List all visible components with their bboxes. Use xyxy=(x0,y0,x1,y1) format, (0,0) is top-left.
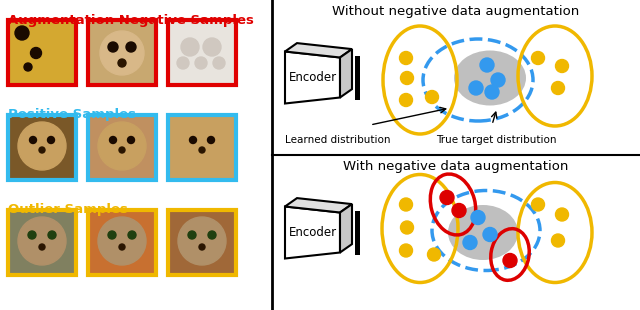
Ellipse shape xyxy=(454,51,526,105)
Bar xyxy=(168,20,236,85)
Circle shape xyxy=(401,72,413,85)
Circle shape xyxy=(399,198,413,211)
Circle shape xyxy=(47,136,54,144)
Circle shape xyxy=(15,26,29,40)
Circle shape xyxy=(39,244,45,250)
Bar xyxy=(88,115,156,180)
Circle shape xyxy=(471,210,485,224)
Circle shape xyxy=(556,208,568,221)
Bar xyxy=(8,210,76,275)
Circle shape xyxy=(399,94,413,107)
Circle shape xyxy=(485,85,499,99)
Text: Augmentation Negative Samples: Augmentation Negative Samples xyxy=(8,14,254,27)
Bar xyxy=(8,115,76,180)
Circle shape xyxy=(207,136,214,144)
Text: Outlier Samples: Outlier Samples xyxy=(8,203,128,216)
Circle shape xyxy=(208,231,216,239)
Circle shape xyxy=(195,57,207,69)
Circle shape xyxy=(108,42,118,52)
Text: With negative data augmentation: With negative data augmentation xyxy=(343,160,569,173)
Circle shape xyxy=(39,147,45,153)
Circle shape xyxy=(118,59,126,67)
Bar xyxy=(88,210,156,275)
Circle shape xyxy=(127,136,134,144)
Bar xyxy=(168,210,236,275)
Circle shape xyxy=(28,231,36,239)
Circle shape xyxy=(100,31,144,75)
Bar xyxy=(168,20,236,85)
Circle shape xyxy=(181,38,199,56)
Circle shape xyxy=(178,217,226,265)
Circle shape xyxy=(189,136,196,144)
Circle shape xyxy=(552,82,564,95)
Circle shape xyxy=(556,60,568,73)
Bar xyxy=(88,115,156,180)
Bar xyxy=(168,115,236,180)
Circle shape xyxy=(552,234,564,247)
Bar xyxy=(355,55,360,100)
Circle shape xyxy=(18,122,66,170)
Circle shape xyxy=(29,136,36,144)
Circle shape xyxy=(178,122,226,170)
Ellipse shape xyxy=(448,205,518,260)
Circle shape xyxy=(203,38,221,56)
Bar xyxy=(8,115,76,180)
Circle shape xyxy=(491,73,505,87)
Circle shape xyxy=(428,248,440,261)
Circle shape xyxy=(48,231,56,239)
Bar xyxy=(168,115,236,180)
Circle shape xyxy=(188,231,196,239)
Circle shape xyxy=(108,231,116,239)
Circle shape xyxy=(126,42,136,52)
Bar xyxy=(8,20,76,85)
Text: Positive Samples: Positive Samples xyxy=(8,108,136,121)
Bar xyxy=(8,210,76,275)
Text: Encoder: Encoder xyxy=(289,71,337,84)
Circle shape xyxy=(440,191,454,205)
Circle shape xyxy=(399,51,413,64)
Polygon shape xyxy=(285,198,352,212)
Circle shape xyxy=(98,217,146,265)
Circle shape xyxy=(452,203,466,218)
Polygon shape xyxy=(285,51,340,104)
Circle shape xyxy=(531,51,545,64)
Circle shape xyxy=(399,244,413,257)
Bar xyxy=(88,20,156,85)
Circle shape xyxy=(480,58,494,72)
Circle shape xyxy=(18,217,66,265)
Text: Learned distribution: Learned distribution xyxy=(285,135,390,145)
Polygon shape xyxy=(340,49,352,98)
Polygon shape xyxy=(285,206,340,259)
Circle shape xyxy=(119,147,125,153)
Circle shape xyxy=(463,236,477,250)
Circle shape xyxy=(98,122,146,170)
Circle shape xyxy=(531,198,545,211)
Bar xyxy=(355,210,360,255)
Bar xyxy=(88,20,156,85)
Circle shape xyxy=(177,57,189,69)
Circle shape xyxy=(128,231,136,239)
Polygon shape xyxy=(285,43,352,57)
Circle shape xyxy=(469,81,483,95)
Bar xyxy=(88,210,156,275)
Circle shape xyxy=(31,47,42,59)
Bar xyxy=(8,20,76,85)
Circle shape xyxy=(483,228,497,241)
Circle shape xyxy=(24,63,32,71)
Polygon shape xyxy=(340,204,352,253)
Text: Encoder: Encoder xyxy=(289,226,337,239)
Circle shape xyxy=(119,244,125,250)
Circle shape xyxy=(213,57,225,69)
Text: True target distribution: True target distribution xyxy=(436,135,557,145)
Circle shape xyxy=(199,147,205,153)
Bar xyxy=(168,210,236,275)
Circle shape xyxy=(401,221,413,234)
Circle shape xyxy=(199,244,205,250)
Circle shape xyxy=(503,254,517,268)
Circle shape xyxy=(426,91,438,104)
Circle shape xyxy=(109,136,116,144)
Text: Without negative data augmentation: Without negative data augmentation xyxy=(332,5,580,18)
